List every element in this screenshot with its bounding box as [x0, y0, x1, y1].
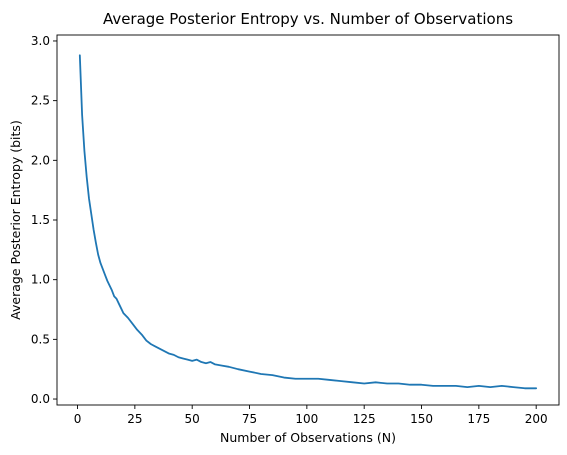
x-tick-label: 50 — [185, 412, 200, 426]
y-tick-label: 0.0 — [31, 392, 50, 406]
x-tick-label: 200 — [525, 412, 548, 426]
y-tick-label: 1.5 — [31, 213, 50, 227]
y-tick-label: 3.0 — [31, 34, 50, 48]
x-tick-label: 0 — [74, 412, 82, 426]
series-line — [78, 54, 538, 390]
y-tick-label: 0.5 — [31, 332, 50, 346]
y-axis-title: Average Posterior Entropy (bits) — [8, 120, 23, 320]
x-tick-label: 75 — [242, 412, 257, 426]
y-tick-label: 1.0 — [31, 273, 50, 287]
y-tick-label: 2.5 — [31, 94, 50, 108]
x-tick-label: 150 — [410, 412, 433, 426]
plot-area: 0 25 50 75 100 125 150 175 200 0.0 0.5 1.0 1.5 2.0 2.5… — [31, 34, 560, 426]
x-tick-label: 100 — [295, 412, 318, 426]
x-tick-label: 175 — [467, 412, 490, 426]
y-tick-label: 2.0 — [31, 153, 50, 167]
x-tick-label: 25 — [127, 412, 142, 426]
x-axis-title: Number of Observations (N) — [220, 430, 396, 445]
x-tick-label: 125 — [353, 412, 376, 426]
chart-title: Average Posterior Entropy vs. Number of … — [103, 10, 513, 28]
